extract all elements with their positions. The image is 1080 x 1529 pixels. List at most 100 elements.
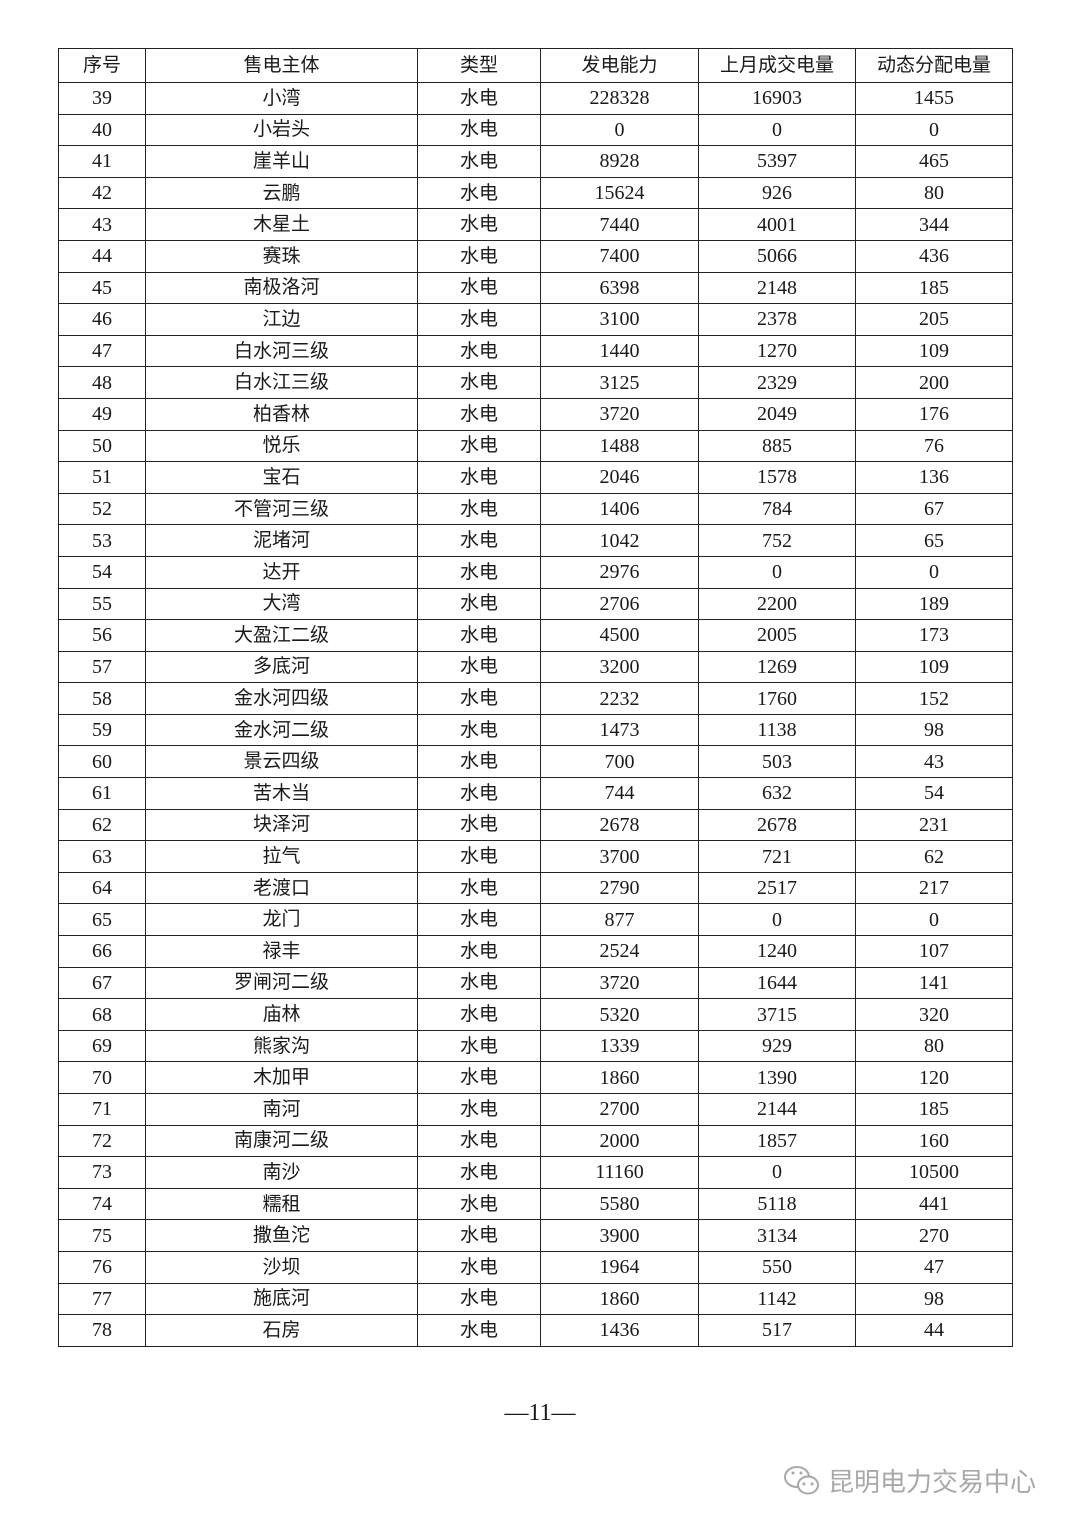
cell-capacity: 3100 [540,303,699,336]
cell-seller: 金水河二级 [145,713,418,747]
cell-capacity: 1964 [540,1250,699,1284]
cell-last-month-volume: 632 [698,777,856,810]
cell-seller: 糯租 [145,1187,418,1221]
table-row: 60 景云四级 水电 700 503 43 [58,745,1013,779]
table-row: 76 沙坝 水电 1964 550 47 [58,1250,1013,1284]
cell-capacity: 8928 [540,145,699,178]
cell-seller: 景云四级 [145,745,418,779]
cell-seller: 南河 [145,1093,418,1126]
cell-type: 水电 [417,366,541,399]
cell-last-month-volume: 5397 [698,145,856,178]
cell-index: 72 [58,1124,146,1158]
cell-dynamic-allocation: 441 [855,1187,1013,1221]
header-seller: 售电主体 [145,48,418,83]
cell-index: 53 [58,524,146,557]
cell-capacity: 3125 [540,366,699,399]
cell-dynamic-allocation: 80 [855,176,1013,210]
cell-dynamic-allocation: 107 [855,935,1013,968]
cell-dynamic-allocation: 152 [855,682,1013,715]
cell-capacity: 1440 [540,334,699,368]
table-row: 48 白水江三级 水电 3125 2329 200 [58,366,1013,399]
cell-type: 水电 [417,334,541,368]
cell-last-month-volume: 2144 [698,1093,856,1126]
cell-last-month-volume: 2200 [698,587,856,621]
cell-seller: 崖羊山 [145,145,418,178]
cell-index: 77 [58,1282,146,1316]
table-row: 73 南沙 水电 11160 0 10500 [58,1156,1013,1189]
cell-index: 69 [58,1029,146,1063]
cell-seller: 宝石 [145,461,418,494]
cell-index: 45 [58,271,146,305]
cell-dynamic-allocation: 231 [855,808,1013,842]
cell-seller: 达开 [145,555,418,589]
cell-type: 水电 [417,966,541,1000]
cell-capacity: 2000 [540,1124,699,1158]
cell-seller: 小湾 [145,82,418,115]
cell-type: 水电 [417,1156,541,1189]
cell-seller: 木星土 [145,208,418,241]
cell-type: 水电 [417,397,541,431]
table-row: 72 南康河二级 水电 2000 1857 160 [58,1124,1013,1158]
cell-index: 54 [58,555,146,589]
cell-capacity: 4500 [540,619,699,652]
cell-dynamic-allocation: 200 [855,366,1013,399]
cell-last-month-volume: 0 [698,1156,856,1189]
cell-seller: 老渡口 [145,871,418,905]
cell-last-month-volume: 1240 [698,935,856,968]
cell-dynamic-allocation: 176 [855,397,1013,431]
table-row: 61 苦木当 水电 744 632 54 [58,777,1013,810]
cell-capacity: 3700 [540,840,699,873]
cell-dynamic-allocation: 185 [855,1093,1013,1126]
cell-index: 67 [58,966,146,1000]
wechat-icon [784,1465,819,1494]
cell-capacity: 877 [540,903,699,937]
cell-type: 水电 [417,998,541,1031]
cell-capacity: 1473 [540,713,699,747]
cell-capacity: 3200 [540,650,699,684]
cell-type: 水电 [417,208,541,241]
cell-index: 73 [58,1156,146,1189]
cell-dynamic-allocation: 98 [855,713,1013,747]
cell-last-month-volume: 503 [698,745,856,779]
cell-capacity: 2976 [540,555,699,589]
cell-seller: 沙坝 [145,1250,418,1284]
cell-type: 水电 [417,176,541,210]
cell-last-month-volume: 4001 [698,208,856,241]
table-row: 58 金水河四级 水电 2232 1760 152 [58,682,1013,715]
table-row: 46 江边 水电 3100 2378 205 [58,303,1013,336]
cell-last-month-volume: 1138 [698,713,856,747]
table-row: 63 拉气 水电 3700 721 62 [58,840,1013,873]
table-row: 54 达开 水电 2976 0 0 [58,555,1013,589]
cell-index: 51 [58,461,146,494]
table-row: 64 老渡口 水电 2790 2517 217 [58,871,1013,905]
cell-type: 水电 [417,1124,541,1158]
table-row: 65 龙门 水电 877 0 0 [58,903,1013,937]
table-row: 43 木星土 水电 7440 4001 344 [58,208,1013,241]
cell-seller: 白水河三级 [145,334,418,368]
cell-last-month-volume: 550 [698,1250,856,1284]
cell-dynamic-allocation: 160 [855,1124,1013,1158]
cell-capacity: 700 [540,745,699,779]
table-body: 39 小湾 水电 228328 16903 1455 40 小岩头 水电 0 0 0 41 崖羊山 水电 89… [58,82,1013,1347]
watermark-text: 昆明电力交易中心 [828,1468,1037,1498]
table-row: 51 宝石 水电 2046 1578 136 [58,461,1013,494]
cell-last-month-volume: 2678 [698,808,856,842]
cell-index: 58 [58,682,146,715]
allocation-table: 序号 售电主体 类型 发电能力 上月成交电量 动态分配电量 39 小湾 水电 2283… [58,48,1013,1347]
cell-seller: 悦乐 [145,429,418,463]
header-dynamic-allocation: 动态分配电量 [855,48,1013,83]
cell-index: 60 [58,745,146,779]
cell-dynamic-allocation: 65 [855,524,1013,557]
cell-dynamic-allocation: 109 [855,334,1013,368]
cell-dynamic-allocation: 98 [855,1282,1013,1316]
cell-last-month-volume: 1760 [698,682,856,715]
cell-last-month-volume: 1578 [698,461,856,494]
cell-seller: 多底河 [145,650,418,684]
cell-index: 52 [58,492,146,526]
cell-dynamic-allocation: 270 [855,1219,1013,1252]
cell-last-month-volume: 929 [698,1029,856,1063]
watermark: 昆明电力交易中心 [782,1462,1036,1499]
cell-seller: 江边 [145,303,418,336]
cell-seller: 赛珠 [145,239,418,273]
cell-last-month-volume: 5118 [698,1187,856,1221]
